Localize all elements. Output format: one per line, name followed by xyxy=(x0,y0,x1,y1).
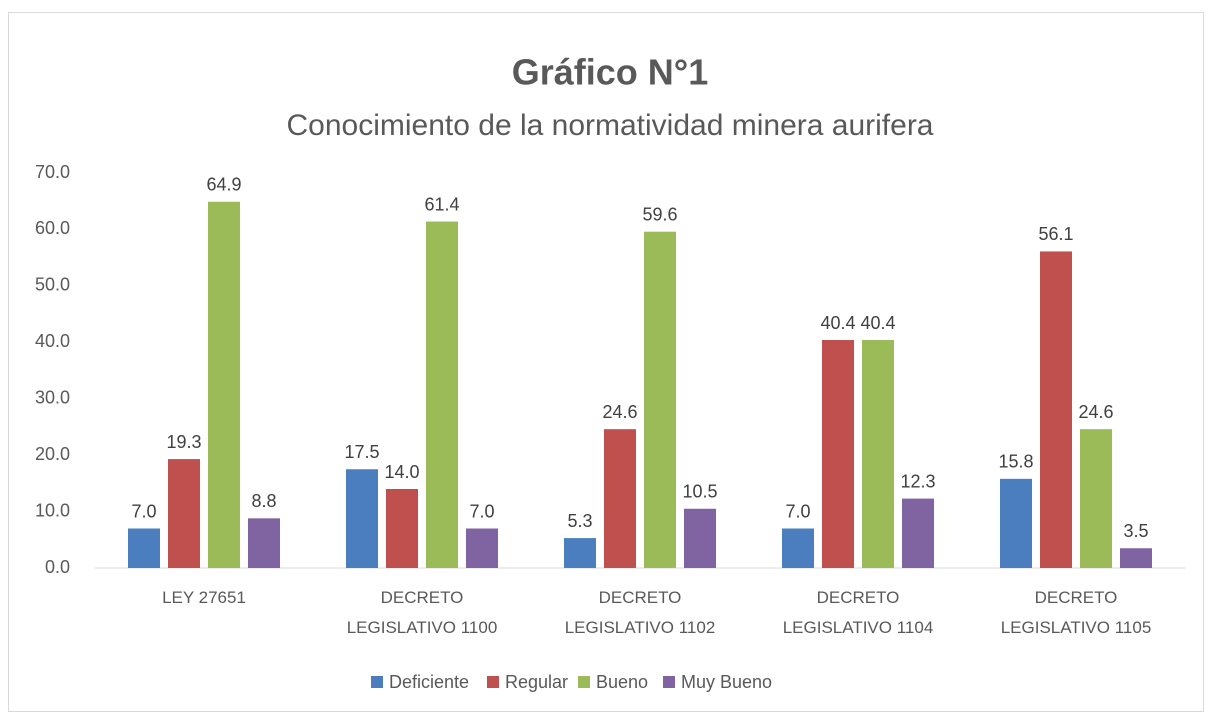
x-tick-label: DECRETO LEGISLATIVO 1100 xyxy=(346,588,498,637)
y-tick-label: 10.0 xyxy=(35,500,70,520)
chart-title: Gráfico N°1 xyxy=(512,52,708,93)
value-label: 8.8 xyxy=(251,491,276,511)
legend-swatch xyxy=(578,676,590,688)
bar xyxy=(1000,478,1032,568)
value-label: 5.3 xyxy=(567,511,592,531)
bar xyxy=(168,459,200,568)
y-tick-label: 60.0 xyxy=(35,218,70,238)
bar xyxy=(1040,251,1072,568)
bar xyxy=(208,201,240,568)
y-tick-label: 20.0 xyxy=(35,444,70,464)
bar xyxy=(1080,429,1112,568)
value-label: 40.4 xyxy=(860,313,895,333)
value-label: 61.4 xyxy=(424,194,459,214)
legend-swatch xyxy=(371,676,383,688)
legend-swatch xyxy=(663,676,675,688)
value-label: 12.3 xyxy=(900,471,935,491)
value-label: 17.5 xyxy=(344,442,379,462)
x-tick-label: LEY 27651 xyxy=(162,588,246,607)
y-tick-label: 50.0 xyxy=(35,275,70,295)
value-label: 7.0 xyxy=(131,501,156,521)
value-label: 40.4 xyxy=(820,313,855,333)
bar xyxy=(386,489,418,568)
bar xyxy=(248,518,280,568)
y-tick-label: 40.0 xyxy=(35,331,70,351)
legend-label: Bueno xyxy=(596,672,648,692)
legend-label: Deficiente xyxy=(389,672,469,692)
value-label: 3.5 xyxy=(1123,521,1148,541)
legend-swatch xyxy=(487,676,499,688)
bar xyxy=(604,429,636,568)
value-label: 24.6 xyxy=(602,402,637,422)
value-label: 15.8 xyxy=(998,452,1033,472)
y-tick-label: 30.0 xyxy=(35,387,70,407)
bar xyxy=(128,528,160,568)
bar xyxy=(902,498,934,568)
bar xyxy=(564,538,596,568)
bar xyxy=(684,508,716,568)
bar xyxy=(466,528,498,568)
legend-label: Muy Bueno xyxy=(681,672,772,692)
legend-label: Regular xyxy=(505,672,568,692)
value-label: 10.5 xyxy=(682,482,717,502)
bar xyxy=(862,340,894,568)
bar xyxy=(426,221,458,568)
value-label: 64.9 xyxy=(206,175,241,195)
value-label: 59.6 xyxy=(642,204,677,224)
bar xyxy=(644,231,676,568)
bar xyxy=(346,469,378,568)
value-label: 19.3 xyxy=(166,432,201,452)
value-label: 56.1 xyxy=(1038,224,1073,244)
y-tick-label: 70.0 xyxy=(35,162,70,182)
x-tick-label: DECRETO LEGISLATIVO 1102 xyxy=(564,588,716,637)
y-tick-label: 0.0 xyxy=(45,557,70,577)
value-label: 7.0 xyxy=(469,501,494,521)
value-label: 14.0 xyxy=(384,462,419,482)
bar xyxy=(782,528,814,568)
bar xyxy=(822,340,854,568)
bar xyxy=(1120,548,1152,568)
chart-subtitle: Conocimiento de la normatividad minera a… xyxy=(287,109,934,142)
value-label: 24.6 xyxy=(1078,402,1113,422)
value-label: 7.0 xyxy=(785,501,810,521)
x-tick-label: DECRETO LEGISLATIVO 1104 xyxy=(782,588,934,637)
x-tick-label: DECRETO LEGISLATIVO 1105 xyxy=(1000,588,1152,637)
